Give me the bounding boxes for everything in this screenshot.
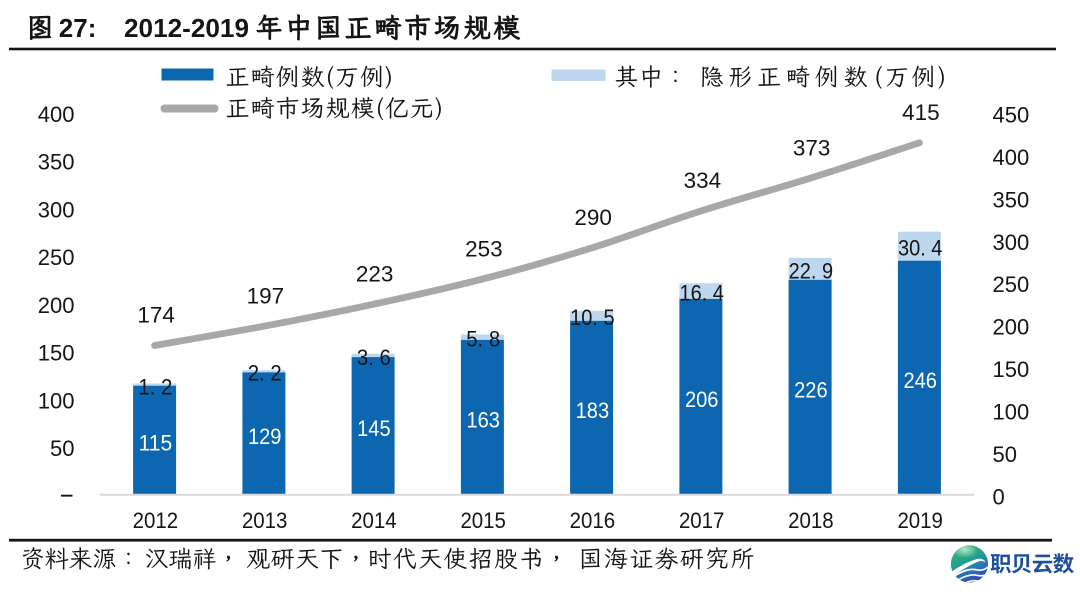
svg-text:290: 290 <box>574 205 612 230</box>
svg-text:226: 226 <box>794 378 828 403</box>
svg-text:150: 150 <box>38 341 75 366</box>
svg-text:145: 145 <box>357 416 391 441</box>
svg-text:450: 450 <box>993 103 1030 128</box>
svg-text:400: 400 <box>38 102 75 127</box>
svg-text:200: 200 <box>38 293 75 318</box>
svg-text:373: 373 <box>793 135 831 160</box>
svg-text:1. 2: 1. 2 <box>138 375 172 400</box>
svg-text:2014: 2014 <box>351 508 397 533</box>
svg-text:3. 6: 3. 6 <box>357 345 391 370</box>
svg-text:10. 5: 10. 5 <box>570 305 615 330</box>
svg-text:150: 150 <box>993 357 1030 382</box>
svg-text:350: 350 <box>993 187 1030 212</box>
svg-text:350: 350 <box>38 150 75 175</box>
svg-text:2016: 2016 <box>570 508 616 533</box>
svg-text:163: 163 <box>466 408 500 433</box>
svg-text:2. 2: 2. 2 <box>248 361 282 386</box>
svg-text:50: 50 <box>50 436 74 461</box>
svg-text:223: 223 <box>356 262 394 287</box>
svg-text:334: 334 <box>684 168 722 193</box>
svg-text:253: 253 <box>465 236 503 261</box>
svg-text:30. 4: 30. 4 <box>898 236 943 261</box>
svg-text:100: 100 <box>993 400 1030 425</box>
svg-text:100: 100 <box>38 388 75 413</box>
svg-text:5. 8: 5. 8 <box>466 327 500 352</box>
svg-text:129: 129 <box>248 424 282 449</box>
svg-text:250: 250 <box>993 272 1030 297</box>
svg-text:0: 0 <box>993 484 1005 509</box>
svg-text:174: 174 <box>137 303 175 328</box>
svg-text:183: 183 <box>576 398 610 423</box>
svg-text:16. 4: 16. 4 <box>679 280 724 305</box>
svg-text:2012: 2012 <box>133 508 179 533</box>
svg-text:300: 300 <box>993 230 1030 255</box>
svg-text:2019: 2019 <box>897 508 943 533</box>
svg-text:27:: 27: <box>59 13 97 43</box>
svg-text:2015: 2015 <box>460 508 506 533</box>
svg-text:2018: 2018 <box>788 508 834 533</box>
svg-text:197: 197 <box>247 283 285 308</box>
svg-text:2017: 2017 <box>679 508 725 533</box>
svg-text:300: 300 <box>38 197 75 222</box>
svg-text:400: 400 <box>993 145 1030 170</box>
svg-text:2013: 2013 <box>242 508 288 533</box>
svg-text:50: 50 <box>993 442 1017 467</box>
svg-text:250: 250 <box>38 245 75 270</box>
svg-text:246: 246 <box>903 368 937 393</box>
svg-text:115: 115 <box>139 431 173 456</box>
svg-text:200: 200 <box>993 315 1030 340</box>
svg-text:206: 206 <box>685 387 719 412</box>
svg-text:415: 415 <box>902 100 940 125</box>
svg-text:2012-2019: 2012-2019 <box>124 13 249 43</box>
svg-text:22. 9: 22. 9 <box>789 258 834 283</box>
